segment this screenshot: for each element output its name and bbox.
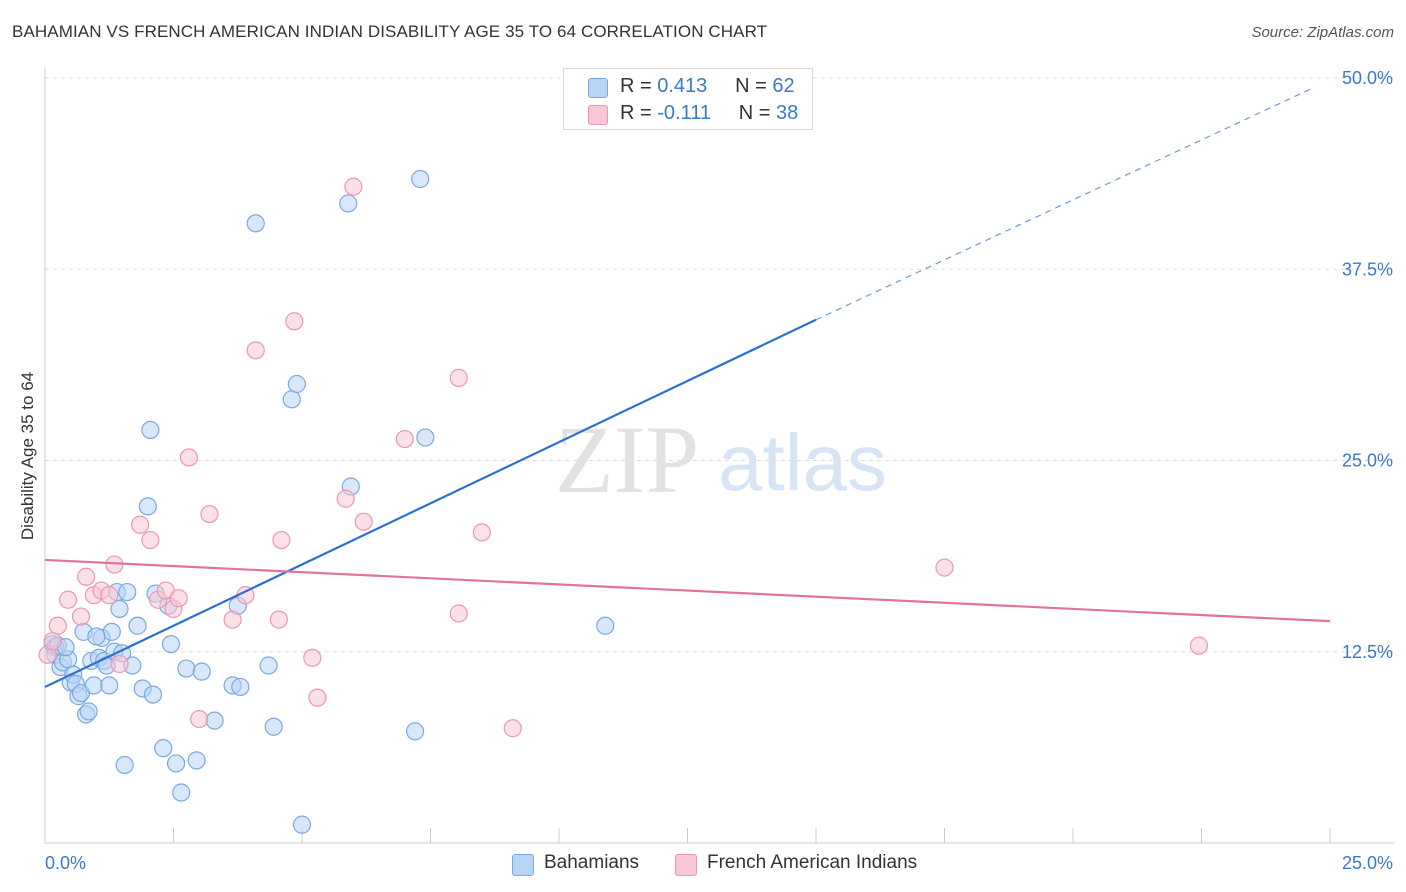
- french-american-indians-point: [71, 607, 91, 626]
- y-tick-label: 37.5%: [1342, 259, 1393, 279]
- bahamians-trend-extension: [815, 86, 1315, 321]
- bahamians-point: [231, 677, 250, 697]
- bahamians-trend-line: [44, 318, 817, 688]
- legend-n-value: 62: [772, 75, 795, 97]
- french-american-indians-point: [269, 610, 288, 629]
- bahamians-point: [339, 194, 358, 213]
- legend-n-label: N =: [735, 75, 767, 97]
- legend-label-french-american-indians: French American Indians: [707, 852, 918, 873]
- french-american-indians-point: [141, 530, 160, 550]
- legend-r-label: R =: [620, 75, 652, 97]
- bahamians-point: [246, 214, 265, 233]
- french-american-indians-point: [336, 489, 355, 508]
- bahamians-point: [110, 599, 129, 619]
- legend-label-bahamians: Bahamians: [544, 852, 640, 873]
- french-american-indians-point: [130, 515, 150, 534]
- bahamians-point: [192, 662, 211, 681]
- legend-r-value: 0.413: [657, 75, 708, 97]
- french-american-indians-point: [285, 312, 304, 331]
- bahamians-point: [100, 676, 119, 695]
- bahamians-point: [596, 616, 615, 635]
- y-tick-label: 25.0%: [1342, 451, 1393, 471]
- french-american-indians-point: [59, 590, 78, 609]
- legend-swatch-pink: [588, 105, 608, 125]
- french-american-indians-point: [110, 654, 129, 674]
- french-american-indians-point: [354, 512, 373, 531]
- bahamians-point: [411, 169, 430, 189]
- french-american-indians-point: [48, 616, 67, 635]
- bahamians-point: [172, 783, 191, 802]
- bahamians-point: [84, 676, 103, 695]
- watermark-atlas: atlas: [718, 418, 887, 507]
- watermark-zip: ZIP: [555, 406, 699, 513]
- y-axis-label: Disability Age 35 to 64: [18, 372, 37, 540]
- legend-r-value: -0.111: [657, 102, 711, 124]
- french-american-indians-point: [77, 567, 96, 586]
- french-american-indians-point: [272, 530, 291, 550]
- french-american-indians-point: [344, 177, 363, 196]
- french-american-indians-point: [395, 429, 414, 449]
- bahamians-point: [166, 754, 186, 773]
- chart-title: BAHAMIAN VS FRENCH AMERICAN INDIAN DISAB…: [12, 22, 768, 41]
- french-american-indians-point: [472, 523, 491, 542]
- bahamians-point: [161, 634, 181, 654]
- bahamians-point: [87, 627, 106, 646]
- french-american-indians-point: [935, 558, 954, 577]
- french-american-indians-point: [1189, 636, 1209, 655]
- french-american-indians-point: [308, 688, 327, 707]
- y-tick-label: 12.5%: [1342, 642, 1393, 662]
- legend-swatch-pink: [675, 854, 697, 876]
- legend-swatch-blue: [588, 78, 608, 98]
- correlation-legend: R = 0.413 N = 62 R = -0.111 N = 38: [563, 68, 813, 130]
- bahamians-point: [138, 497, 157, 516]
- french-american-indians-point: [223, 610, 242, 629]
- legend-n-label: N =: [738, 102, 771, 124]
- bahamians-point: [141, 420, 160, 439]
- bahamians-point: [154, 739, 173, 758]
- french-american-indians-point: [200, 504, 219, 524]
- french-american-indians-point: [503, 719, 522, 738]
- bahamians-point: [416, 428, 435, 447]
- french-american-indians-point: [179, 448, 199, 467]
- legend-swatch-blue: [512, 854, 534, 876]
- x-tick-label: 25.0%: [1342, 853, 1393, 873]
- chart-source: Source: ZipAtlas.com: [1251, 24, 1394, 41]
- bahamians-point: [259, 656, 278, 675]
- bahamians-point: [115, 755, 134, 775]
- legend-r-label: R =: [620, 102, 652, 124]
- french-american-indians-point: [246, 341, 265, 360]
- french-american-indians-point: [449, 368, 468, 387]
- x-tick-label: 0.0%: [45, 853, 86, 873]
- bahamians-point: [264, 717, 283, 736]
- bahamians-point: [143, 685, 163, 704]
- french-american-indians-point: [449, 604, 468, 623]
- french-american-indians-point: [190, 709, 209, 729]
- bahamians-point: [118, 582, 137, 602]
- bahamians-point: [79, 702, 98, 721]
- french-american-indians-point: [100, 586, 119, 605]
- bahamians-point: [128, 616, 147, 635]
- y-tick-label: 50.0%: [1342, 68, 1393, 88]
- legend-n-value: 38: [776, 102, 799, 124]
- french-american-indians-point: [43, 631, 62, 651]
- bahamians-point: [287, 374, 306, 394]
- french-american-indians-point: [303, 648, 322, 667]
- bahamians-point: [187, 751, 206, 770]
- bahamians-point: [177, 659, 196, 678]
- bahamians-point: [282, 390, 301, 409]
- bahamians-point: [205, 711, 224, 730]
- french-american-indians-point: [169, 589, 188, 608]
- bahamians-point: [292, 815, 312, 834]
- french-american-indians-trend-line: [44, 558, 1331, 623]
- bahamians-point: [102, 622, 121, 641]
- bahamians-point: [405, 722, 425, 741]
